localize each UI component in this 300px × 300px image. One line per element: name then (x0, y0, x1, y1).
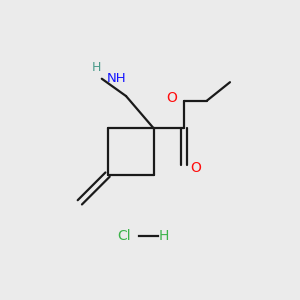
Text: O: O (166, 92, 177, 105)
Text: H: H (159, 229, 169, 243)
Text: H: H (91, 61, 101, 74)
Text: NH: NH (106, 72, 126, 85)
Text: Cl: Cl (117, 229, 130, 243)
Text: O: O (191, 161, 202, 175)
